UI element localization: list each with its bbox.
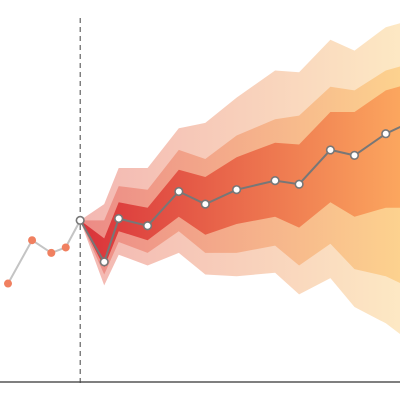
- history-line: [7, 219, 82, 285]
- forecast-point: [99, 257, 109, 267]
- forecast-point: [381, 129, 391, 139]
- forecast-point: [270, 176, 280, 186]
- forecast-point: [325, 145, 336, 155]
- fan-band-inner: [80, 86, 400, 268]
- forecast-point: [114, 213, 124, 224]
- history-point: [4, 279, 12, 288]
- forecast-point: [142, 221, 153, 231]
- forecast-point: [294, 179, 304, 189]
- forecast-point: [200, 199, 210, 209]
- forecast-point: [349, 150, 360, 160]
- history-point: [28, 236, 37, 245]
- history-point: [47, 248, 56, 257]
- forecast-point: [75, 215, 85, 225]
- history-point: [61, 243, 70, 252]
- forecast-point: [174, 186, 184, 197]
- forecast-point: [231, 185, 242, 195]
